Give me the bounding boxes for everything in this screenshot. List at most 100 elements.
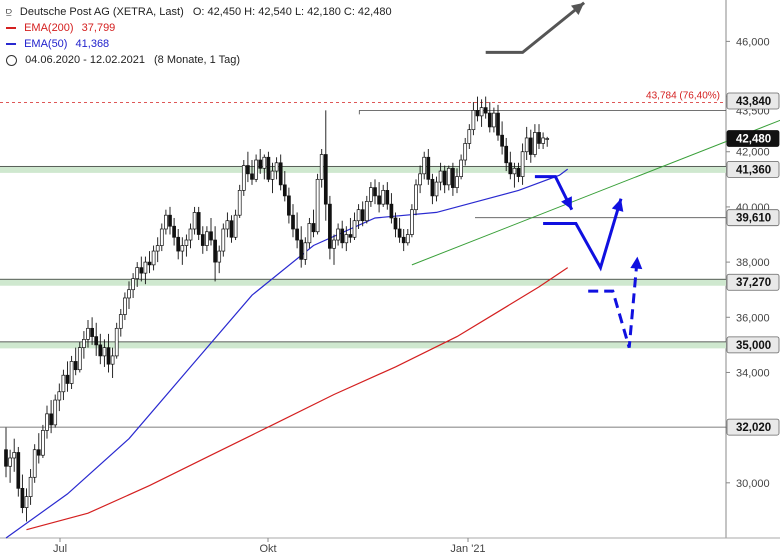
candle-body (205, 231, 209, 246)
candle-body (471, 110, 476, 131)
support-band (0, 165, 726, 173)
candle-body (159, 228, 164, 246)
candle-icon: ⫒ (6, 7, 12, 18)
candle-body (492, 112, 496, 128)
candle-body (90, 327, 94, 337)
candle-body (196, 212, 201, 235)
candle-body (405, 234, 410, 244)
candle-body (451, 167, 455, 188)
candle-body (65, 374, 70, 384)
candle-body (172, 225, 176, 238)
y-tick-label: 42,000 (736, 147, 770, 159)
candle-body (4, 449, 8, 467)
candle-body (360, 209, 365, 222)
y-tick-label: 36,000 (736, 312, 770, 324)
candle-body (516, 167, 521, 177)
level-badge-label: 37,270 (736, 277, 771, 289)
candle-body (258, 159, 263, 169)
candle-body (32, 449, 37, 478)
level-badge (726, 161, 780, 178)
candle-body (303, 242, 308, 260)
candle-body (278, 162, 283, 186)
level-badge-label: 43,840 (736, 96, 771, 108)
candle-body (434, 181, 439, 197)
candle-body (512, 167, 517, 175)
candle-body (233, 214, 238, 238)
candle-body (69, 361, 74, 384)
candle-body (291, 214, 295, 230)
candle-body (319, 154, 324, 180)
candle-body (401, 236, 406, 244)
candle-body (229, 220, 234, 238)
candle-body (504, 145, 509, 164)
candle-body (98, 344, 103, 357)
level-badge (726, 92, 780, 110)
candle-body (20, 487, 25, 509)
candle-body (426, 156, 431, 180)
level-badge (726, 336, 780, 354)
candle-body (270, 170, 275, 180)
candle-body (323, 154, 328, 205)
candle-body (225, 220, 230, 230)
candle-body (356, 209, 361, 222)
gray-arrow (485, 1, 586, 54)
candle-body (418, 173, 422, 186)
x-tick-label: Okt (259, 543, 276, 555)
candle-body (385, 190, 390, 205)
candle-body (188, 228, 193, 241)
candle-body (217, 250, 222, 263)
candle-body (299, 239, 304, 260)
candle-body (86, 327, 90, 340)
candle-body (200, 234, 205, 246)
candle-body (344, 234, 349, 244)
ema50-label: EMA(50) (24, 38, 68, 50)
fib-label: 43,784 (76,40%) (646, 91, 720, 102)
x-tick-label: Jul (53, 543, 67, 555)
chart-title: Deutsche Post AG (XETRA, Last) (19, 6, 184, 18)
candle-body (377, 195, 381, 205)
y-tick-label: 30,000 (736, 478, 770, 490)
candle-body (118, 314, 123, 329)
blue-arrow-v (543, 198, 623, 272)
period-note: (8 Monate, 1 Tag) (154, 54, 241, 66)
candle-body (106, 347, 111, 365)
level-badge-label: 42,480 (736, 134, 771, 146)
candle-body (57, 391, 62, 401)
candle-body (311, 223, 316, 233)
candle-body (49, 413, 53, 426)
candle-body (479, 107, 484, 117)
candle-body (36, 449, 41, 456)
candle-body (381, 190, 386, 205)
candle-body (8, 457, 12, 467)
candle-body (533, 132, 537, 155)
candle-body (340, 228, 345, 244)
candle-body (459, 159, 463, 177)
candle-body (221, 228, 226, 252)
candle-body (475, 110, 480, 117)
candle-body (369, 187, 373, 202)
ema50-line (5, 168, 569, 539)
chart-header-title: ⫒ Deutsche Post AG (XETRA, Last) O: 42,4… (6, 6, 392, 18)
candle-body (414, 184, 418, 211)
candle-body (348, 234, 353, 238)
level-badge-label: 39,610 (736, 213, 771, 225)
candle-body (28, 476, 33, 497)
candle-body (467, 129, 472, 144)
candle-body (61, 374, 66, 393)
candle-body (241, 165, 246, 191)
candle-body (73, 361, 78, 371)
candle-body (176, 236, 181, 252)
candle-body (164, 214, 168, 230)
candle-body (422, 156, 427, 175)
candle-body (123, 297, 127, 315)
candle-body (307, 223, 312, 244)
level-badge-label: 32,020 (736, 422, 771, 434)
candle-body (496, 112, 500, 136)
candle-body (102, 347, 107, 357)
candle-body (41, 430, 45, 456)
period-range: 04.06.2020 - 12.02.2021 (25, 54, 145, 66)
ema50-value: 41,368 (75, 38, 110, 50)
candle-body (364, 201, 369, 222)
candle-body (237, 190, 242, 216)
